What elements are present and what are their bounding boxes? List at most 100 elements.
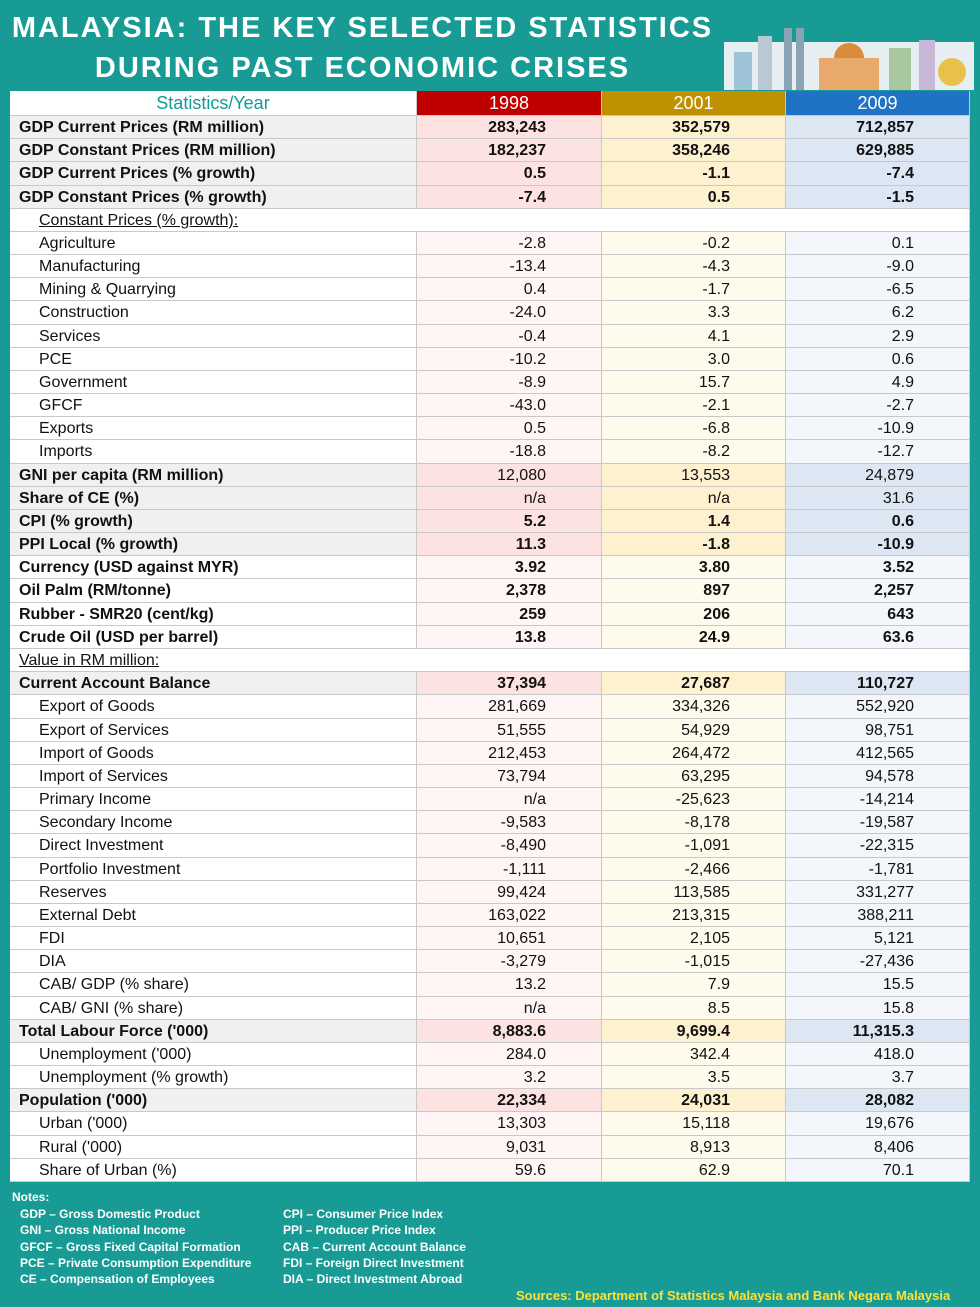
value-cell: -22,315: [786, 834, 970, 858]
row-label: CAB/ GDP (% share): [10, 973, 417, 997]
value-cell: 182,237: [417, 139, 602, 163]
row-label: Export of Goods: [10, 695, 417, 719]
column-header: 2009: [786, 91, 970, 116]
value-cell: 54,929: [602, 718, 786, 742]
value-cell: 37,394: [417, 672, 602, 696]
value-cell: 3.0: [602, 347, 786, 371]
value-cell: 13.2: [417, 973, 602, 997]
row-label: Unemployment (% growth): [10, 1066, 417, 1090]
value-cell: -7.4: [417, 185, 602, 209]
note-item: PPI – Producer Price Index: [283, 1223, 436, 1238]
value-cell: n/a: [417, 996, 602, 1020]
value-cell: 9,699.4: [602, 1019, 786, 1043]
value-cell: 5.2: [417, 509, 602, 534]
value-cell: 59.6: [417, 1158, 602, 1182]
value-cell: -18.8: [417, 440, 602, 464]
value-cell: -1.1: [602, 162, 786, 186]
column-header: 2001: [602, 91, 786, 116]
value-cell: -1,015: [602, 950, 786, 974]
value-cell: 2,105: [602, 927, 786, 951]
value-cell: 284.0: [417, 1042, 602, 1067]
value-cell: 629,885: [786, 139, 970, 163]
value-cell: 3.52: [786, 556, 970, 580]
value-cell: 342.4: [602, 1042, 786, 1067]
value-cell: 0.5: [417, 162, 602, 186]
value-cell: 19,676: [786, 1112, 970, 1136]
value-cell: 331,277: [786, 880, 970, 904]
row-label: GDP Current Prices (% growth): [10, 162, 417, 186]
note-item: GNI – Gross National Income: [20, 1223, 186, 1238]
row-label: PPI Local (% growth): [10, 533, 417, 557]
row-label: Secondary Income: [10, 811, 417, 835]
value-cell: 8,406: [786, 1135, 970, 1159]
value-cell: 15.7: [602, 370, 786, 395]
row-label: Government: [10, 370, 417, 395]
section-label: Constant Prices (% growth):: [10, 208, 970, 232]
value-cell: -27,436: [786, 950, 970, 974]
row-label: GDP Constant Prices (% growth): [10, 185, 417, 209]
value-cell: 897: [602, 579, 786, 603]
value-cell: 0.6: [786, 347, 970, 371]
row-label: Urban ('000): [10, 1112, 417, 1136]
value-cell: 31.6: [786, 486, 970, 510]
note-item: GFCF – Gross Fixed Capital Formation: [20, 1239, 241, 1254]
value-cell: -19,587: [786, 811, 970, 835]
value-cell: 0.6: [786, 509, 970, 534]
value-cell: 283,243: [417, 116, 602, 140]
row-label: GDP Current Prices (RM million): [10, 116, 417, 140]
row-label: GFCF: [10, 394, 417, 418]
value-cell: -14,214: [786, 788, 970, 812]
value-cell: 63.6: [786, 625, 970, 649]
value-cell: -2,466: [602, 857, 786, 881]
value-cell: n/a: [602, 486, 786, 510]
row-label: Rubber - SMR20 (cent/kg): [10, 602, 417, 626]
value-cell: 22,334: [417, 1089, 602, 1113]
value-cell: 4.1: [602, 324, 786, 348]
column-header: Statistics/Year: [10, 91, 417, 116]
value-cell: 15.5: [786, 973, 970, 997]
row-label: Reserves: [10, 880, 417, 904]
value-cell: 3.3: [602, 301, 786, 325]
value-cell: 3.5: [602, 1066, 786, 1090]
source: Sources: Department of Statistics Malays…: [516, 1288, 951, 1303]
value-cell: 13.8: [417, 625, 602, 649]
row-label: Services: [10, 324, 417, 348]
value-cell: 15.8: [786, 996, 970, 1020]
value-cell: -7.4: [786, 162, 970, 186]
value-cell: -1,111: [417, 857, 602, 881]
value-cell: -2.7: [786, 394, 970, 418]
row-label: Total Labour Force ('000): [10, 1019, 417, 1043]
value-cell: 51,555: [417, 718, 602, 742]
value-cell: 163,022: [417, 903, 602, 928]
value-cell: -1.7: [602, 278, 786, 302]
note-item: PCE – Private Consumption Expenditure: [20, 1255, 252, 1270]
value-cell: 0.5: [602, 185, 786, 209]
value-cell: 8,883.6: [417, 1019, 602, 1043]
value-cell: 63,295: [602, 764, 786, 789]
value-cell: 358,246: [602, 139, 786, 163]
row-label: Share of Urban (%): [10, 1158, 417, 1182]
value-cell: 206: [602, 602, 786, 626]
value-cell: -1.8: [602, 533, 786, 557]
value-cell: 388,211: [786, 903, 970, 928]
value-cell: 8,913: [602, 1135, 786, 1159]
value-cell: 3.7: [786, 1066, 970, 1090]
column-header: 1998: [417, 91, 602, 116]
row-label: PCE: [10, 347, 417, 371]
value-cell: 2,257: [786, 579, 970, 603]
value-cell: -8.9: [417, 370, 602, 395]
row-label: Export of Services: [10, 718, 417, 742]
value-cell: 9,031: [417, 1135, 602, 1159]
value-cell: 24,879: [786, 463, 970, 487]
row-label: Currency (USD against MYR): [10, 556, 417, 580]
value-cell: 13,303: [417, 1112, 602, 1136]
row-label: GNI per capita (RM million): [10, 463, 417, 487]
section-label: Value in RM million:: [10, 649, 970, 673]
value-cell: -6.8: [602, 417, 786, 441]
row-label: Import of Services: [10, 764, 417, 789]
value-cell: 110,727: [786, 672, 970, 696]
row-label: Import of Goods: [10, 741, 417, 765]
value-cell: -43.0: [417, 394, 602, 418]
row-label: Mining & Quarrying: [10, 278, 417, 302]
